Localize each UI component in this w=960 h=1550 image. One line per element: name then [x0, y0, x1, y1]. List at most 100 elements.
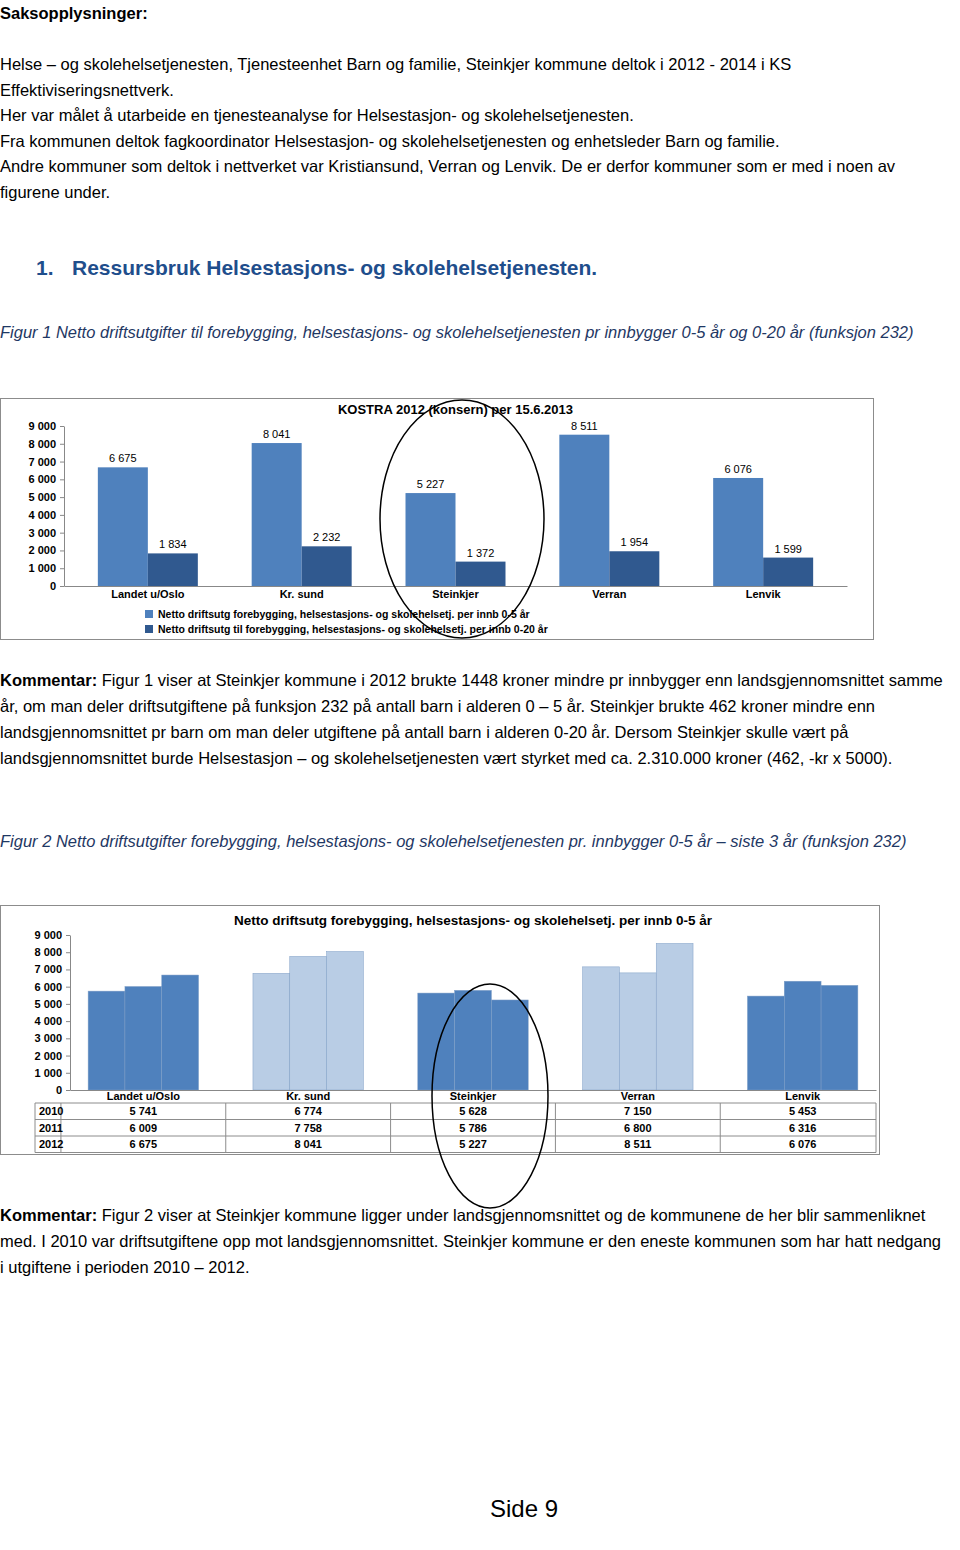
chart-title: KOSTRA 2012 (konsern) per 15.6.2013 [338, 402, 573, 417]
y-tick-mark [66, 935, 70, 936]
x-tick: Landet u/Oslo [111, 586, 185, 600]
bar [302, 546, 352, 586]
bar [559, 435, 609, 586]
data-table: 20105 7416 7745 6287 1505 45320116 0097 … [35, 1103, 876, 1153]
table-cell: 5 227 [459, 1138, 487, 1150]
bar [656, 943, 693, 1090]
bar [162, 975, 199, 1090]
y-tick: 8 000 [34, 946, 70, 958]
bar [763, 558, 813, 586]
table-cell: 6 316 [789, 1122, 817, 1134]
intro-line: Her var målet å utarbeide en tjenesteana… [0, 103, 940, 129]
bar [252, 443, 302, 586]
data-label: 5 227 [417, 478, 445, 490]
table-rule [555, 1103, 556, 1153]
y-axis-line [70, 936, 71, 1091]
y-tick-label: 4 000 [28, 509, 56, 521]
intro-line: Helse – og skolehelsetjenesten, Tjeneste… [0, 52, 940, 103]
bar [491, 1000, 528, 1090]
x-tick-label: Landet u/Oslo [107, 1090, 181, 1102]
y-tick: 7 000 [34, 963, 70, 975]
section-heading: 1.Ressursbruk Helsestasjons- og skolehel… [36, 256, 597, 280]
chart: Netto driftsutg forebygging, helsestasjo… [0, 905, 880, 1155]
table-rule [35, 1119, 876, 1120]
y-tick-mark [66, 1038, 70, 1039]
y-tick: 3 000 [34, 1032, 70, 1044]
x-tick-label: Verran [621, 1090, 656, 1102]
y-tick-mark [66, 1056, 70, 1057]
y-tick-label: 6 000 [34, 981, 62, 993]
y-tick: 2 000 [34, 1050, 70, 1062]
table-rule [35, 1103, 876, 1104]
x-tick: Kr. sund [280, 586, 324, 600]
table-rule [35, 1103, 36, 1153]
y-tick-mark [60, 568, 64, 569]
y-tick-label: 1 000 [28, 562, 56, 574]
y-tick-mark [66, 1021, 70, 1022]
legend-entry: Netto driftsutg forebygging, helsestasjo… [145, 608, 530, 620]
table-rule [720, 1103, 721, 1153]
x-axis: Landet u/OsloKr. sundSteinkjerVerranLenv… [71, 1090, 877, 1102]
comment: Kommentar: Figur 2 viser at Steinkjer ko… [0, 1202, 945, 1280]
y-tick-label: 6 000 [28, 473, 56, 485]
y-tick-label: 9 000 [34, 929, 62, 941]
x-tick: Verran [592, 586, 627, 600]
data-label: 8 511 [571, 420, 598, 432]
table-rule [35, 1152, 876, 1153]
table-cell: 5 741 [130, 1105, 158, 1117]
table-cell: 6 800 [624, 1122, 652, 1134]
comment-text: Figur 1 viser at Steinkjer kommune i 201… [0, 671, 943, 767]
comment-text: Figur 2 viser at Steinkjer kommune ligge… [0, 1206, 941, 1276]
table-cell: 6 774 [294, 1105, 322, 1117]
data-label: 6 076 [724, 463, 752, 475]
data-label: 2 232 [313, 531, 341, 543]
x-tick: Landet u/Oslo [107, 1090, 181, 1102]
x-tick-label: Steinkjer [432, 588, 479, 600]
page-label: Saksopplysninger: [0, 2, 148, 24]
table-cell: 5 628 [459, 1105, 487, 1117]
y-tick: 8 000 [28, 438, 64, 450]
x-tick: Lenvik [785, 1090, 821, 1102]
y-tick-label: 5 000 [34, 998, 62, 1010]
y-tick-label: 9 000 [28, 420, 56, 432]
bar [98, 467, 148, 586]
x-tick: Kr. sund [286, 1090, 330, 1102]
x-tick-label: Landet u/Oslo [111, 588, 185, 600]
y-tick-label: 5 000 [28, 491, 56, 503]
y-tick: 9 000 [28, 420, 64, 432]
bar [583, 967, 620, 1090]
x-tick: Verran [621, 1090, 656, 1102]
data-label: 1 954 [621, 536, 649, 548]
x-tick-label: Lenvik [785, 1090, 821, 1102]
x-axis: Landet u/Oslo Kr. sund Steinkjer Verran Lenv… [65, 586, 848, 600]
x-tick-label: Lenvik [746, 588, 782, 600]
bar [456, 562, 506, 586]
table-cell: 7 758 [294, 1122, 322, 1134]
y-tick: 7 000 [28, 456, 64, 468]
section-number: 1. [36, 256, 72, 280]
y-tick-label: 7 000 [34, 963, 62, 975]
table-cell: 6 076 [789, 1138, 817, 1150]
y-tick-label: 3 000 [34, 1032, 62, 1044]
y-tick: 1 000 [28, 562, 64, 574]
y-axis-line [64, 427, 65, 587]
bar [619, 973, 656, 1090]
table-row-label: 2012 [39, 1138, 63, 1150]
y-tick: 4 000 [28, 509, 64, 521]
bars [88, 943, 858, 1090]
intro-line: Fra kommunen deltok fagkoordinator Helse… [0, 129, 940, 155]
bar [148, 553, 198, 586]
y-tick: 1 000 [34, 1067, 70, 1079]
table-cell: 6 009 [130, 1122, 158, 1134]
x-tick: Steinkjer [432, 586, 479, 600]
bar [418, 993, 455, 1090]
intro-line: Andre kommuner som deltok i nettverket v… [0, 154, 940, 205]
y-tick-mark [60, 533, 64, 534]
table-rule [876, 1103, 877, 1153]
table-cell: 5 453 [789, 1105, 817, 1117]
table-rule [225, 1103, 226, 1153]
intro: Helse – og skolehelsetjenesten, Tjeneste… [0, 52, 940, 205]
footer: Side 9 [490, 1494, 558, 1524]
y-tick-mark [60, 479, 64, 480]
highlight-ellipse [432, 984, 548, 1208]
